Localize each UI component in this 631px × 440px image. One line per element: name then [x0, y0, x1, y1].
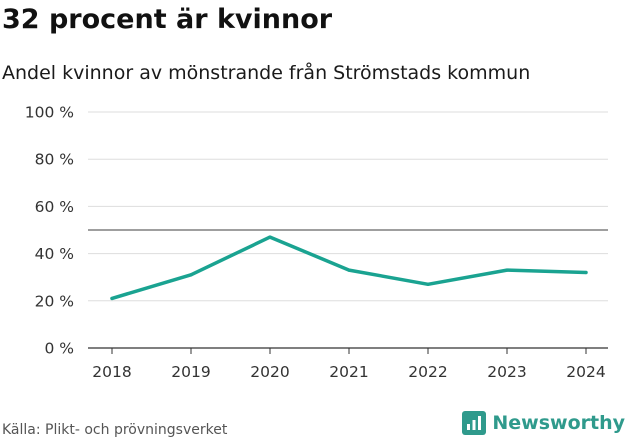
data-point — [426, 282, 430, 286]
y-tick-label: 100 % — [25, 104, 74, 122]
x-tick-label: 2022 — [408, 363, 447, 381]
chart-title: 32 procent är kvinnor — [2, 4, 333, 35]
y-tick-label: 60 % — [35, 198, 74, 216]
x-tick-label: 2023 — [487, 363, 526, 381]
x-axis-tick-labels: 2018 2019 2020 2021 2022 2023 2024 — [92, 348, 606, 381]
y-tick-label: 20 % — [35, 292, 74, 310]
data-point — [584, 270, 588, 275]
data-point — [189, 273, 193, 277]
brand-logo: Newsworthy — [462, 407, 625, 439]
x-tick-label: 2020 — [250, 363, 289, 381]
x-tick-label: 2019 — [171, 363, 210, 381]
source-note: Källa: Plikt- och prövningsverket — [2, 422, 228, 438]
y-axis-tick-labels: 0 % 20 % 40 % 60 % 80 % 100 % — [25, 104, 74, 358]
gridlines — [88, 111, 608, 349]
y-tick-label: 40 % — [35, 245, 74, 263]
brand-name: Newsworthy — [492, 412, 625, 434]
x-tick-label: 2021 — [329, 363, 368, 381]
data-point — [268, 235, 272, 239]
chart-subtitle: Andel kvinnor av mönstrande från Strömst… — [2, 62, 531, 84]
bar-chart-icon — [462, 411, 487, 435]
y-tick-label: 80 % — [35, 151, 74, 169]
x-tick-label: 2018 — [92, 363, 131, 381]
y-tick-label: 0 % — [44, 340, 74, 358]
series-lines — [110, 235, 588, 301]
series-line — [110, 235, 588, 301]
data-point — [505, 268, 509, 272]
data-point — [110, 296, 114, 301]
x-tick-label: 2024 — [566, 363, 605, 381]
data-point — [347, 268, 351, 272]
